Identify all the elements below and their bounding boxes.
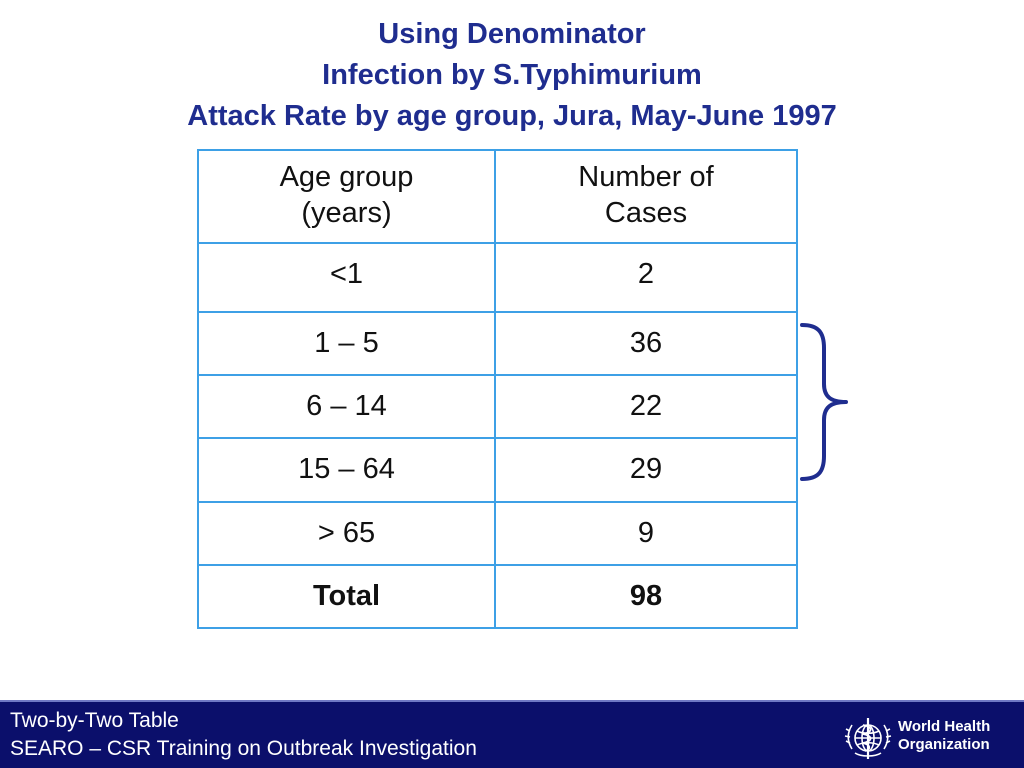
title-line-1: Using Denominator: [378, 18, 646, 50]
who-logo-line2: Organization: [898, 736, 990, 753]
header-cases-line2: Cases: [604, 197, 688, 229]
title-line-2: Infection by S.Typhimurium: [322, 59, 702, 91]
title-line-3: Attack Rate by age group, Jura, May-June…: [187, 100, 837, 132]
footer-divider: [0, 700, 1024, 702]
age-group-cell: 6 – 14: [197, 374, 496, 440]
table-total-row: Total 98: [197, 563, 798, 630]
table-row: 6 – 14 22: [197, 374, 798, 440]
table-row: 1 – 5 36: [197, 311, 798, 377]
header-age-group: Age group (years): [197, 149, 496, 244]
attack-rate-table: Age group (years) Number of Cases <1 2 1…: [197, 149, 798, 630]
age-group-cell: 15 – 64: [197, 437, 496, 503]
cases-cell: 29: [494, 437, 798, 503]
who-logo-text: World Health Organization: [898, 718, 990, 754]
slide-title: Using Denominator Infection by S.Typhimu…: [0, 14, 1024, 137]
who-logo-line1: World Health: [898, 718, 991, 735]
age-group-cell: > 65: [197, 500, 496, 566]
total-label-cell: Total: [197, 563, 496, 630]
header-age-group-line1: Age group: [279, 161, 414, 193]
age-group-cell: 1 – 5: [197, 311, 496, 377]
right-curly-brace-icon: [800, 323, 848, 481]
cases-cell: 22: [494, 374, 798, 440]
header-age-group-line2: (years): [301, 197, 392, 229]
who-emblem-icon: [844, 718, 892, 759]
table-header-row: Age group (years) Number of Cases: [197, 149, 798, 244]
cases-cell: 2: [494, 241, 798, 314]
cases-cell: 36: [494, 311, 798, 377]
total-value-cell: 98: [494, 563, 798, 630]
age-group-cell: <1: [197, 241, 496, 314]
footer-bar: [0, 700, 1024, 768]
cases-cell: 9: [494, 500, 798, 566]
header-number-of-cases: Number of Cases: [494, 149, 798, 244]
footer-course-subtitle: SEARO – CSR Training on Outbreak Investi…: [10, 737, 477, 760]
header-cases-line1: Number of: [578, 161, 714, 193]
table-row: <1 2: [197, 241, 798, 314]
table-row: > 65 9: [197, 500, 798, 566]
table-row: 15 – 64 29: [197, 437, 798, 503]
footer-course-title: Two-by-Two Table: [10, 709, 179, 732]
